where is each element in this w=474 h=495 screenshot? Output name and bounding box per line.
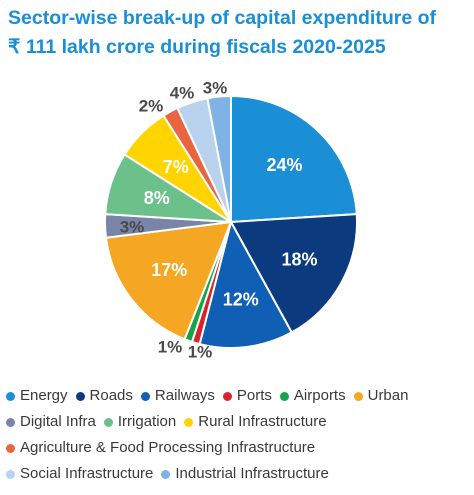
slice-label-rural-infrastructure: 7% — [163, 157, 189, 177]
legend-label: Irrigation — [117, 413, 177, 430]
legend-label: Energy — [20, 387, 68, 404]
legend-item: Airports — [279, 383, 346, 409]
legend-label: Roads — [89, 387, 133, 404]
pie-slice-industrial-infrastructure — [206, 94, 232, 223]
legend-label: Digital Infra — [20, 413, 96, 430]
legend-dot-icon — [140, 391, 150, 401]
legend-dot-icon — [184, 417, 194, 427]
legend-item: Roads — [75, 383, 133, 409]
legend-dot-icon — [6, 391, 15, 401]
legend-item: Digital Infra — [6, 409, 96, 435]
slice-label-irrigation: 8% — [144, 188, 170, 208]
legend-label: Agriculture & Food Processing Infrastruc… — [20, 439, 316, 456]
slice-label-airports: 1% — [158, 338, 183, 357]
legend-label: Industrial Infrastructure — [175, 465, 329, 482]
pie-slice-urban — [104, 220, 233, 341]
legend-label: Rural Infrastructure — [198, 413, 327, 430]
legend-label: Railways — [154, 387, 215, 404]
legend-dot-icon — [6, 417, 15, 427]
legend-item: Rural Infrastructure — [184, 409, 327, 435]
legend-item: Urban — [353, 383, 409, 409]
legend-dot-icon — [161, 469, 171, 479]
chart-title-line-2: ₹ 111 lakh crore during fiscals 2020-202… — [8, 36, 386, 58]
legend-item: Agriculture & Food Processing Infrastruc… — [6, 435, 315, 461]
legend-dot-icon — [103, 417, 113, 427]
slice-label-agriculture-food-processing-infrastructure: 2% — [139, 97, 164, 116]
legend-label: Social Infrastructure — [20, 465, 154, 482]
slice-label-ports: 1% — [188, 343, 213, 362]
legend-item: Railways — [140, 383, 215, 409]
slice-label-energy: 24% — [266, 155, 302, 175]
legend-row: Energy Roads Railways Ports Airports Urban — [6, 383, 474, 409]
chart-title: Sector-wise break-up of capital expendit… — [8, 4, 470, 62]
legend-item: Irrigation — [103, 409, 177, 435]
legend-row: Digital Infra Irrigation Rural Infrastruct… — [6, 409, 474, 435]
legend-dot-icon — [75, 391, 85, 401]
legend-item: Energy — [6, 383, 68, 409]
slice-label-roads: 18% — [281, 250, 317, 270]
pie-slice-roads — [229, 213, 358, 334]
legend-item: Social Infrastructure — [6, 461, 153, 487]
slice-label-railways: 12% — [223, 290, 259, 310]
slice-label-industrial-infrastructure: 3% — [203, 79, 228, 98]
pie-slice-energy — [230, 94, 358, 224]
legend-label: Ports — [236, 387, 272, 404]
chart-title-line-1: Sector-wise break-up of capital expendit… — [8, 7, 437, 29]
legend-dot-icon — [353, 391, 363, 401]
slice-label-social-infrastructure: 4% — [170, 84, 195, 103]
slice-label-digital-infra: 3% — [120, 218, 145, 237]
legend-row: Agriculture & Food Processing Infrastruc… — [6, 435, 474, 461]
slice-label-urban: 17% — [151, 260, 187, 280]
legend-dot-icon — [222, 391, 232, 401]
legend-dot-icon — [6, 443, 15, 453]
legend-dot-icon — [6, 469, 15, 479]
legend-dot-icon — [279, 391, 289, 401]
pie-chart: 24% 18% 12% 1% 1% 17% 3% 8% 7% 2% 4% 3% — [104, 79, 358, 362]
legend-row: Social Infrastructure Industrial Infrastr… — [6, 461, 474, 487]
pie-slice-railways — [198, 219, 294, 349]
legend-item: Ports — [222, 383, 272, 409]
legend-label: Airports — [293, 387, 346, 404]
legend-item: Industrial Infrastructure — [161, 461, 329, 487]
legend-label: Urban — [367, 387, 409, 404]
chart-legend: Energy Roads Railways Ports Airports Urban Dig… — [6, 383, 474, 487]
